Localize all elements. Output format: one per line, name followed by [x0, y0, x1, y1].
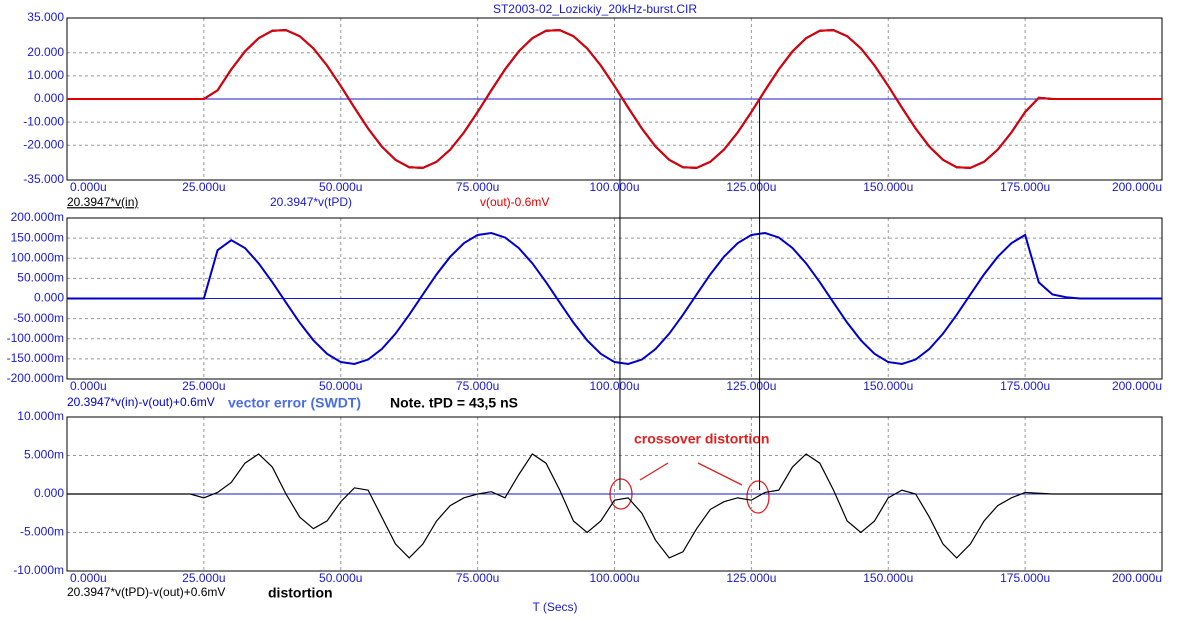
- x-tick-label: 125.000u: [726, 379, 776, 393]
- legend-entry: 20.3947*v(in): [67, 195, 138, 209]
- y-tick-label: -100.000m: [7, 331, 64, 345]
- legend-entry: v(out)-0.6mV: [480, 195, 549, 209]
- y-tick-label: -50.000m: [13, 311, 64, 325]
- y-tick-label: 10.000m: [17, 409, 64, 423]
- callout-arrow: [697, 462, 743, 486]
- y-tick-label: 20.000: [27, 45, 64, 59]
- annotation: vector error (SWDT): [228, 395, 361, 411]
- series-line: [67, 453, 1162, 559]
- y-tick-label: 50.000m: [17, 271, 64, 285]
- x-tick-label: 0.000u: [70, 180, 107, 194]
- series-line: [67, 231, 1162, 366]
- annotation: crossover distortion: [634, 431, 769, 447]
- y-tick-label: -10.000m: [13, 563, 64, 577]
- y-tick-label: -35.000: [23, 172, 64, 186]
- y-tick-label: 0.000: [34, 486, 64, 500]
- x-tick-label: 50.000u: [319, 379, 362, 393]
- y-tick-label: -10.000: [23, 114, 64, 128]
- y-tick-label: 150.000m: [11, 230, 64, 244]
- x-tick-label: 100.000u: [589, 571, 639, 585]
- x-tick-label: 25.000u: [182, 379, 225, 393]
- window-title: ST2003-02_Lozickiy_20kHz-burst.CIR: [493, 2, 697, 16]
- callout-arrow: [639, 462, 669, 481]
- annotation: distortion: [268, 585, 333, 601]
- y-tick-label: 0.000: [34, 91, 64, 105]
- y-tick-label: 0.000: [34, 291, 64, 305]
- x-tick-label: 25.000u: [182, 180, 225, 194]
- legend-entry: 20.3947*v(in)-v(out)+0.6mV: [67, 395, 215, 409]
- legend-entry: 20.3947*v(tPD)-v(out)+0.6mV: [67, 585, 225, 599]
- x-tick-label: 150.000u: [863, 180, 913, 194]
- x-tick-label: 25.000u: [182, 571, 225, 585]
- y-tick-label: -150.000m: [7, 351, 64, 365]
- x-tick-label: 175.000u: [1000, 571, 1050, 585]
- y-tick-label: 10.000: [27, 68, 64, 82]
- y-tick-label: -20.000: [23, 137, 64, 151]
- x-tick-label: 150.000u: [863, 571, 913, 585]
- x-tick-label: 0.000u: [70, 379, 107, 393]
- y-tick-label: -200.000m: [7, 371, 64, 385]
- x-axis-label: T (Secs): [532, 600, 577, 614]
- x-tick-label: 50.000u: [319, 180, 362, 194]
- legend-entry: 20.3947*v(tPD): [270, 195, 352, 209]
- callouts: [609, 462, 770, 514]
- x-tick-label: 75.000u: [456, 180, 499, 194]
- annotation: Note. tPD = 43,5 nS: [390, 395, 518, 411]
- x-tick-label: 200.000u: [1112, 571, 1162, 585]
- x-tick-label: 75.000u: [456, 571, 499, 585]
- x-tick-label: 200.000u: [1112, 379, 1162, 393]
- x-tick-label: 150.000u: [863, 379, 913, 393]
- y-tick-label: 35.000: [27, 10, 64, 24]
- series-line: [67, 29, 1162, 169]
- x-tick-label: 100.000u: [589, 180, 639, 194]
- y-tick-label: 200.000m: [11, 210, 64, 224]
- x-tick-label: 200.000u: [1112, 180, 1162, 194]
- x-tick-label: 175.000u: [1000, 379, 1050, 393]
- x-tick-label: 175.000u: [1000, 180, 1050, 194]
- y-tick-label: -5.000m: [20, 525, 64, 539]
- x-tick-label: 100.000u: [589, 379, 639, 393]
- x-tick-label: 50.000u: [319, 571, 362, 585]
- x-tick-label: 125.000u: [726, 571, 776, 585]
- x-tick-label: 125.000u: [726, 180, 776, 194]
- y-tick-label: 100.000m: [11, 250, 64, 264]
- x-tick-label: 75.000u: [456, 379, 499, 393]
- y-tick-label: 5.000m: [24, 448, 64, 462]
- callout-ellipse: [746, 480, 770, 514]
- x-tick-label: 0.000u: [70, 571, 107, 585]
